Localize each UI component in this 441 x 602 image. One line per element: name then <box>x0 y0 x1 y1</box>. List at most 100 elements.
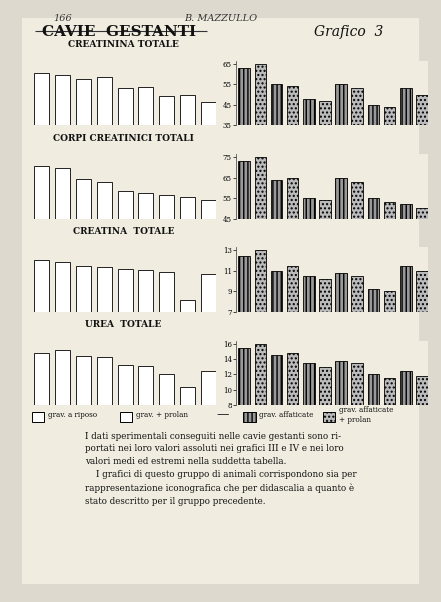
Bar <box>55 75 70 125</box>
Text: grav. a riposo: grav. a riposo <box>48 411 97 419</box>
Text: B. MAZZULLO: B. MAZZULLO <box>184 14 257 23</box>
Text: 166: 166 <box>53 14 72 23</box>
Bar <box>416 376 428 405</box>
Bar <box>287 178 299 219</box>
Bar <box>76 356 91 405</box>
Bar <box>55 350 70 405</box>
Bar <box>254 344 266 405</box>
Bar <box>238 161 250 219</box>
Bar <box>138 87 153 125</box>
Bar <box>287 266 299 312</box>
Bar <box>368 105 379 125</box>
Bar <box>303 99 314 125</box>
Bar <box>34 259 49 312</box>
Bar <box>201 200 216 219</box>
Bar <box>254 64 266 125</box>
Bar <box>118 88 133 125</box>
Bar <box>120 412 132 421</box>
Bar <box>97 78 112 125</box>
Bar <box>368 290 379 312</box>
Bar <box>351 363 363 405</box>
Bar <box>55 261 70 312</box>
Bar <box>201 102 216 125</box>
Bar <box>400 204 411 219</box>
Bar <box>335 178 347 219</box>
Bar <box>271 179 282 219</box>
Bar <box>76 179 91 219</box>
Bar <box>159 374 174 405</box>
Bar <box>180 197 195 219</box>
Bar <box>271 84 282 125</box>
Bar <box>271 355 282 405</box>
Text: Grafico  3: Grafico 3 <box>314 25 383 39</box>
Bar <box>368 374 379 405</box>
Bar <box>118 191 133 219</box>
Bar <box>319 200 331 219</box>
Text: CREATINA  TOTALE: CREATINA TOTALE <box>73 227 174 236</box>
Bar <box>335 361 347 405</box>
Text: grav. affaticate: grav. affaticate <box>259 411 314 419</box>
Bar <box>97 358 112 405</box>
Bar <box>319 279 331 312</box>
Bar <box>351 88 363 125</box>
Bar <box>34 166 49 219</box>
Bar <box>138 193 153 219</box>
Bar <box>238 256 250 312</box>
Bar <box>238 347 250 405</box>
Bar <box>368 198 379 219</box>
Bar <box>303 363 314 405</box>
Bar <box>34 73 49 125</box>
Bar <box>351 182 363 219</box>
Bar <box>287 86 299 125</box>
Bar <box>384 107 396 125</box>
Bar <box>32 412 44 421</box>
Bar <box>159 195 174 219</box>
Bar <box>201 371 216 405</box>
Bar <box>76 266 91 312</box>
Bar <box>97 267 112 312</box>
Text: CAVIE  GESTANTI: CAVIE GESTANTI <box>42 25 196 39</box>
Bar <box>287 353 299 405</box>
Text: grav. + prolan: grav. + prolan <box>136 411 188 419</box>
Bar <box>303 198 314 219</box>
Bar <box>416 271 428 312</box>
Bar <box>384 202 396 219</box>
Text: CREATININA TOTALE: CREATININA TOTALE <box>68 40 179 49</box>
Bar <box>319 101 331 125</box>
Bar <box>138 367 153 405</box>
Bar <box>118 365 133 405</box>
Bar <box>384 291 396 312</box>
Bar <box>201 274 216 312</box>
Bar <box>159 96 174 125</box>
Bar <box>335 273 347 312</box>
Bar <box>271 271 282 312</box>
Bar <box>254 250 266 312</box>
Bar <box>416 208 428 219</box>
Bar <box>243 412 256 421</box>
Bar <box>303 276 314 312</box>
Bar <box>335 84 347 125</box>
Bar <box>180 300 195 312</box>
Text: CORPI CREATINICI TOTALI: CORPI CREATINICI TOTALI <box>53 134 194 143</box>
Bar <box>76 79 91 125</box>
Bar <box>34 353 49 405</box>
Bar <box>400 266 411 312</box>
Bar <box>180 95 195 125</box>
Bar <box>254 157 266 219</box>
Bar <box>400 371 411 405</box>
Text: grav. affaticate
+ prolan: grav. affaticate + prolan <box>339 406 393 424</box>
Bar <box>400 88 411 125</box>
Bar <box>319 367 331 405</box>
Bar <box>97 182 112 219</box>
Bar <box>238 68 250 125</box>
Bar <box>159 272 174 312</box>
Text: —: — <box>217 408 229 421</box>
Bar <box>384 378 396 405</box>
Bar <box>180 386 195 405</box>
Bar <box>323 412 335 421</box>
Text: UREA  TOTALE: UREA TOTALE <box>85 320 162 329</box>
Bar <box>416 95 428 125</box>
Bar <box>351 276 363 312</box>
Text: I dati sperimentali conseguiti nelle cavie gestanti sono ri-
portati nei loro va: I dati sperimentali conseguiti nelle cav… <box>85 432 356 506</box>
Bar <box>138 270 153 312</box>
